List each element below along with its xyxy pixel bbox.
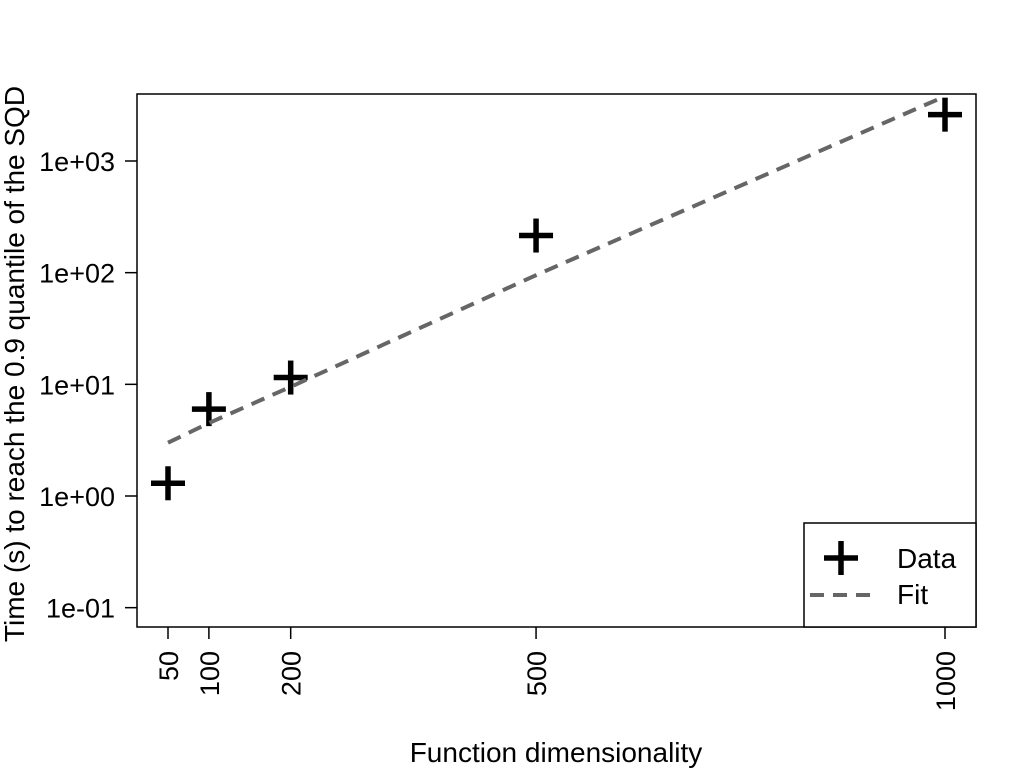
x-tick-label: 100 — [195, 651, 225, 696]
x-tick-label: 1000 — [931, 651, 961, 711]
x-axis-title: Function dimensionality — [410, 737, 703, 768]
x-axis: 50 100 200 500 1000 — [154, 627, 961, 711]
y-tick-label: 1e+01 — [39, 370, 115, 400]
legend-label-fit: Fit — [897, 579, 928, 610]
y-tick-label: 1e+00 — [39, 482, 115, 512]
y-axis-title: Time (s) to reach the 0.9 quantile of th… — [0, 86, 30, 642]
data-point — [151, 466, 185, 501]
legend-data-marker — [824, 541, 858, 575]
y-tick-label: 1e+02 — [39, 259, 115, 289]
x-tick-label: 200 — [277, 651, 307, 696]
plot-frame — [136, 93, 977, 628]
data-point — [519, 218, 554, 253]
data-point — [191, 392, 226, 427]
legend: Data Fit — [803, 522, 977, 628]
legend-label-data: Data — [897, 543, 957, 574]
y-tick-label: 1e+03 — [39, 147, 115, 177]
legend-box — [803, 522, 977, 628]
x-tick-label: 50 — [154, 651, 184, 681]
fit-line — [167, 94, 946, 445]
series-layer — [151, 94, 962, 501]
data-point — [273, 360, 308, 395]
y-axis: 1e-01 1e+00 1e+01 1e+02 1e+03 — [39, 147, 137, 624]
x-tick-label: 500 — [522, 651, 552, 696]
data-point — [928, 97, 962, 132]
y-tick-label: 1e-01 — [46, 594, 115, 624]
